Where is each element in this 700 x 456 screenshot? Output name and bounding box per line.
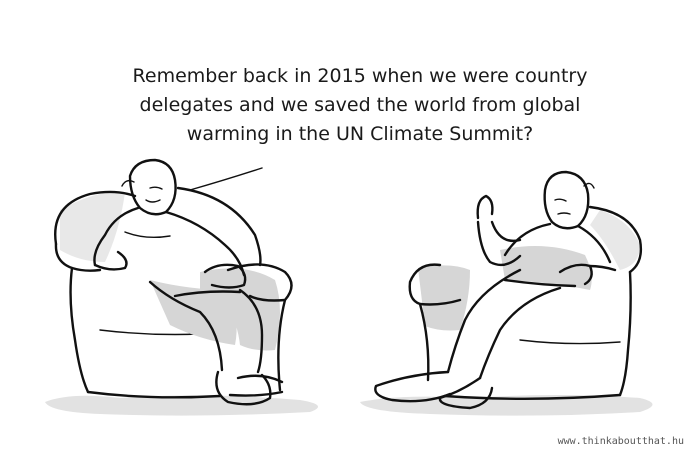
speech-line-2: delegates and we saved the world from gl… <box>139 94 581 116</box>
speech-line-3: warming in the UN Climate Summit? <box>186 123 534 145</box>
speech-line-1: Remember back in 2015 when we were count… <box>132 65 588 87</box>
speech-tail <box>189 167 263 191</box>
left-man <box>93 158 284 406</box>
right-man <box>374 170 612 410</box>
speech-text: Remember back in 2015 when we were count… <box>100 62 620 149</box>
credit-text: www.thinkaboutthat.hu <box>557 436 684 447</box>
left-armchair <box>54 186 293 399</box>
